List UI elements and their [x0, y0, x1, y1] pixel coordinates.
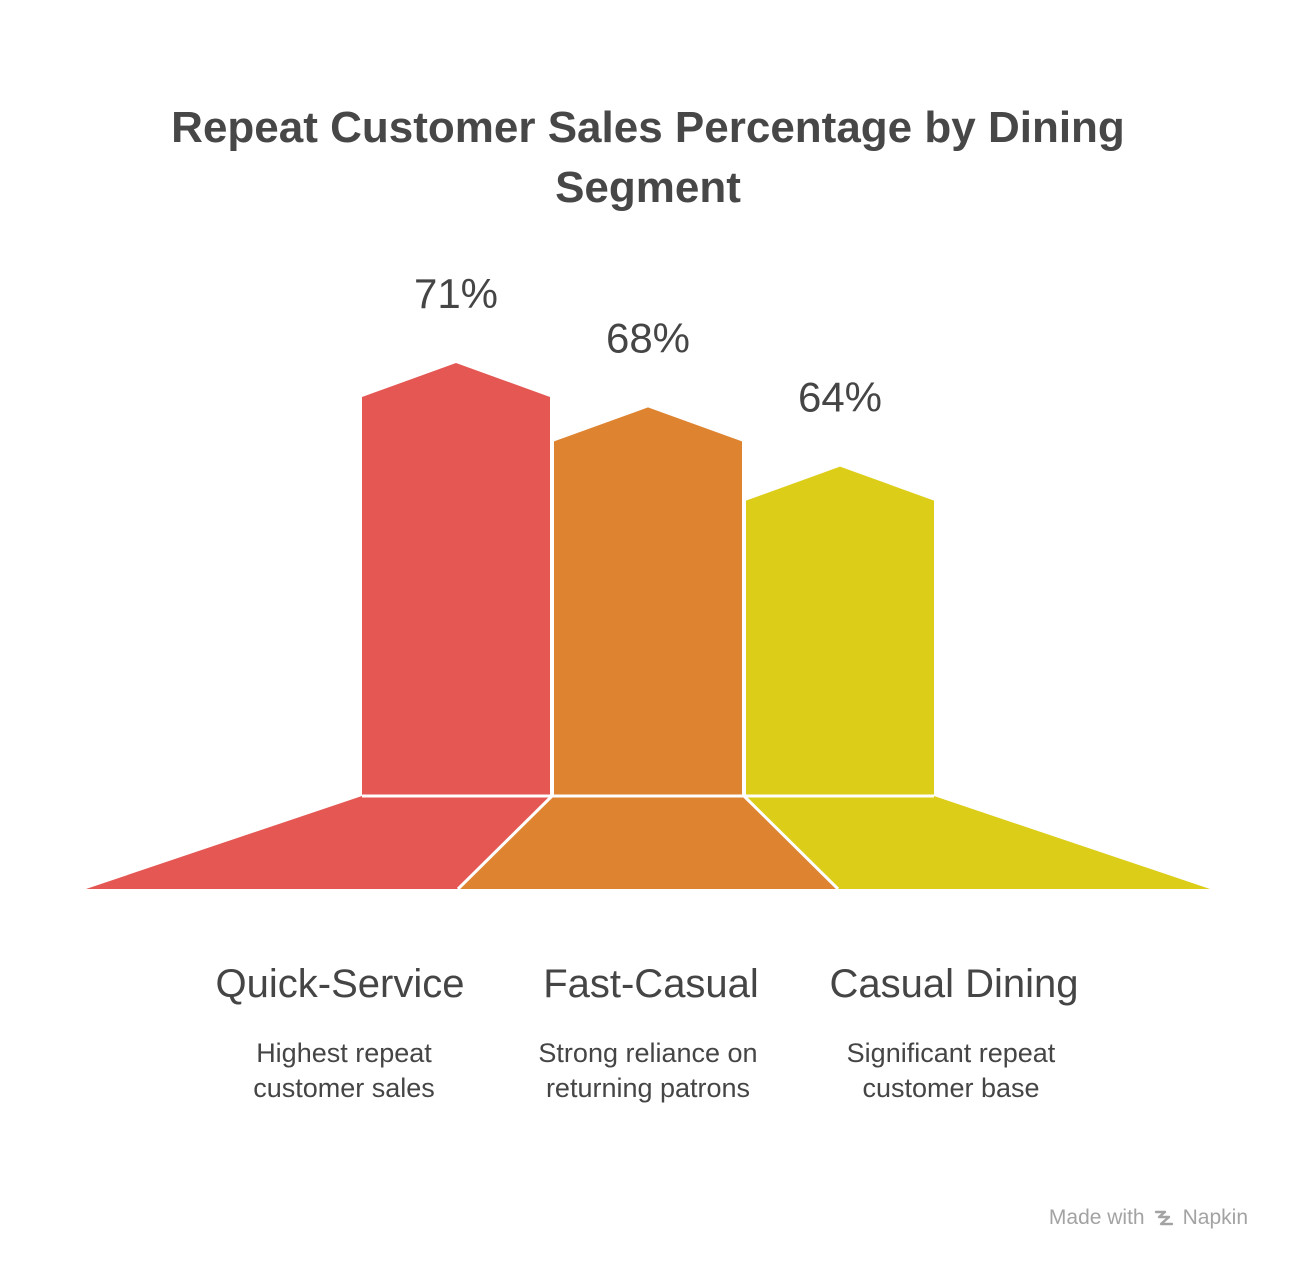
category-label-fast-casual: Fast-Casual — [543, 962, 759, 1006]
base-fast-casual — [458, 796, 838, 889]
base-casual-dining — [744, 796, 1210, 889]
base-quick-service — [86, 796, 552, 889]
category-description-fast-casual: Strong reliance on returning patrons — [498, 1036, 798, 1106]
category-label-casual-dining: Casual Dining — [829, 962, 1079, 1006]
base-separator-right — [742, 794, 840, 891]
bar-casual-dining — [746, 466, 934, 796]
description-line: returning patrons — [545, 1073, 751, 1103]
value-label-fast-casual: 68% — [606, 314, 690, 361]
category-description-casual-dining: Significant repeat customer base — [801, 1036, 1101, 1106]
value-label-quick-service: 71% — [414, 270, 498, 317]
base-separator-left — [456, 794, 554, 891]
chart-title: Repeat Customer Sales Percentage by Dini… — [0, 98, 1296, 218]
description-line: Significant repeat — [846, 1038, 1056, 1068]
made-with-label: Made with — [1048, 1206, 1145, 1229]
category-description-quick-service: Highest repeat customer sales — [194, 1036, 494, 1106]
napkin-brand-label: Napkin — [1182, 1206, 1248, 1229]
description-line: customer base — [862, 1073, 1040, 1103]
bar-fast-casual — [554, 407, 742, 796]
description-line: customer sales — [253, 1073, 435, 1103]
napkin-logo-icon — [1154, 1210, 1173, 1226]
category-label-quick-service: Quick-Service — [215, 962, 465, 1006]
description-line: Strong reliance on — [538, 1038, 758, 1068]
chart-title-line-2: Segment — [555, 163, 741, 212]
description-line: Highest repeat — [256, 1038, 432, 1068]
chart-title-line-1: Repeat Customer Sales Percentage by Dini… — [171, 103, 1125, 152]
bar-quick-service — [362, 363, 550, 796]
value-label-casual-dining: 64% — [798, 374, 882, 421]
made-with-napkin-badge[interactable]: Made with Napkin — [1049, 1206, 1248, 1230]
